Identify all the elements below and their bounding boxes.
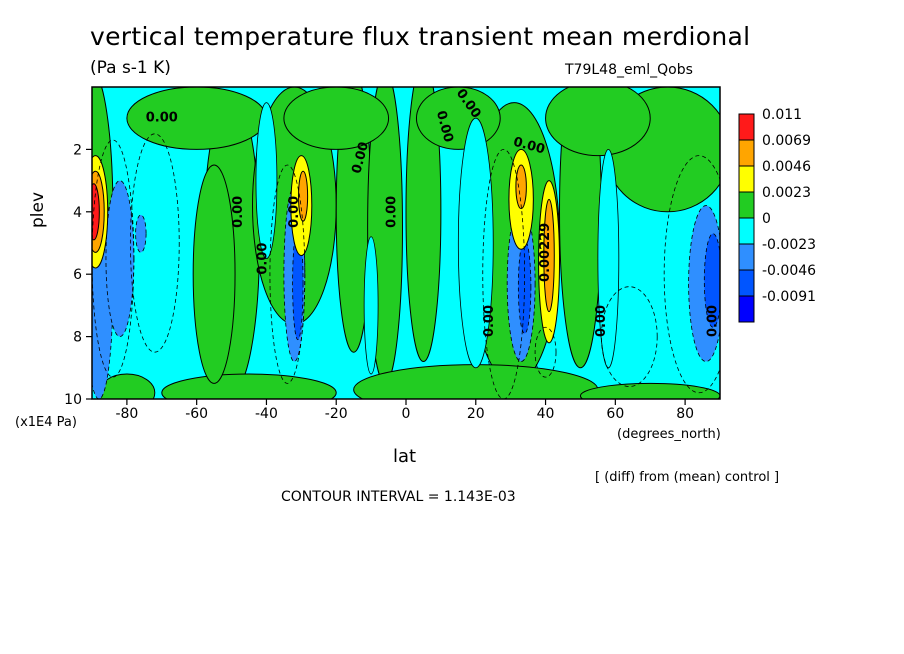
x-tick-label: 20 — [467, 406, 485, 422]
contour-region-hole-2 — [363, 236, 379, 375]
contour-region-positive-15 — [192, 164, 236, 384]
contour-region-negative-8 — [135, 214, 147, 253]
x-tick-label: -80 — [115, 406, 138, 422]
x-tick-label: 60 — [606, 406, 624, 422]
contour-label-3: 0.00 — [287, 196, 302, 228]
contour-region-hole-3 — [597, 149, 620, 369]
y-tick-label: 2 — [73, 142, 82, 158]
legend-label: -0.0023 — [762, 237, 816, 253]
legend-label: 0.011 — [762, 107, 802, 123]
legend: 0.011 0.0069 0.0046 0.0023 0 -0.0023 -0.0046 -0… — [738, 107, 816, 323]
contour-label-5: 0.00 — [385, 196, 400, 228]
contour-region-peak-5 — [543, 198, 555, 313]
contour-region-peak-3 — [515, 164, 527, 210]
legend-label: 0 — [762, 211, 771, 227]
legend-swatch — [738, 295, 755, 323]
contour-region-hole-1 — [457, 117, 494, 369]
y-tick-label: 8 — [73, 330, 82, 346]
y-tick-label: 4 — [73, 205, 82, 221]
y-tick-label: 10 — [64, 392, 82, 408]
contour-region-positive-11 — [283, 87, 390, 150]
legend-label: 0.0023 — [762, 185, 811, 201]
x-tick-label: -60 — [185, 406, 208, 422]
contour-label-9: 0.00 — [482, 305, 497, 337]
chart-title: vertical temperature flux transient mean… — [90, 22, 751, 51]
legend-swatch — [738, 191, 755, 219]
contour-region-hole-0 — [255, 102, 278, 260]
contour-line-negative-2 — [269, 164, 306, 384]
legend-swatch — [738, 113, 755, 141]
legend-label: 0.0046 — [762, 159, 811, 175]
contour-line-negative-4 — [663, 155, 720, 394]
contour-region-positive-9 — [545, 87, 651, 157]
contour-line-negative-0 — [129, 133, 180, 353]
legend-swatch — [738, 217, 755, 245]
legend-label: -0.0091 — [762, 289, 816, 305]
contour-region-peak-1 — [298, 170, 309, 222]
y-axis-unit: (x1E4 Pa) — [15, 415, 77, 430]
contour-region-negative-7 — [703, 233, 720, 328]
x-tick-label: 40 — [537, 406, 555, 422]
contour-region-positive-17 — [579, 382, 720, 399]
contour-label-1: 0.00 — [231, 196, 246, 228]
y-axis: 2 4 6 8 10 — [64, 142, 92, 408]
x-tick-label: 0 — [402, 406, 411, 422]
y-tick-label: 6 — [73, 267, 82, 283]
legend-swatch — [738, 243, 755, 271]
x-axis-label: lat — [393, 446, 417, 467]
legend-swatch — [738, 269, 755, 297]
contour-region-negative-1 — [105, 180, 135, 338]
run-label: T79L48_eml_Qobs — [565, 62, 693, 78]
legend-swatch — [738, 165, 755, 193]
contour-region-peak-8 — [92, 183, 100, 241]
contour-label-2: 0.00 — [255, 243, 270, 275]
x-tick-label: -40 — [255, 406, 278, 422]
contour-region-positive-4 — [405, 87, 442, 363]
contour-label-10: 0.00229 — [538, 223, 553, 282]
legend-label: 0.0069 — [762, 133, 811, 149]
chart-units: (Pa s-1 K) — [90, 58, 171, 78]
x-axis: -80 -60 -40 -20 0 20 40 60 80 — [115, 399, 694, 422]
contour-label-11: 0.00 — [594, 305, 609, 337]
legend-label: -0.0046 — [762, 263, 816, 279]
contour-label-12: 0.00 — [706, 305, 721, 337]
legend-swatch — [738, 139, 755, 167]
x-tick-label: 80 — [676, 406, 694, 422]
contour-field — [92, 87, 720, 399]
contour-line-negative-1 — [92, 139, 135, 378]
contour-line-negative-3 — [482, 149, 526, 399]
x-axis-unit: (degrees_north) — [617, 427, 721, 442]
contour-interval: CONTOUR INTERVAL = 1.143E-03 — [281, 489, 516, 505]
contour-region-positive-14 — [161, 373, 337, 399]
contour-line-negative-6 — [534, 326, 557, 378]
contour-label-0: 0.00 — [146, 110, 178, 125]
x-tick-label: -20 — [325, 406, 348, 422]
diff-note: [ (diff) from (mean) control ] — [595, 470, 780, 485]
